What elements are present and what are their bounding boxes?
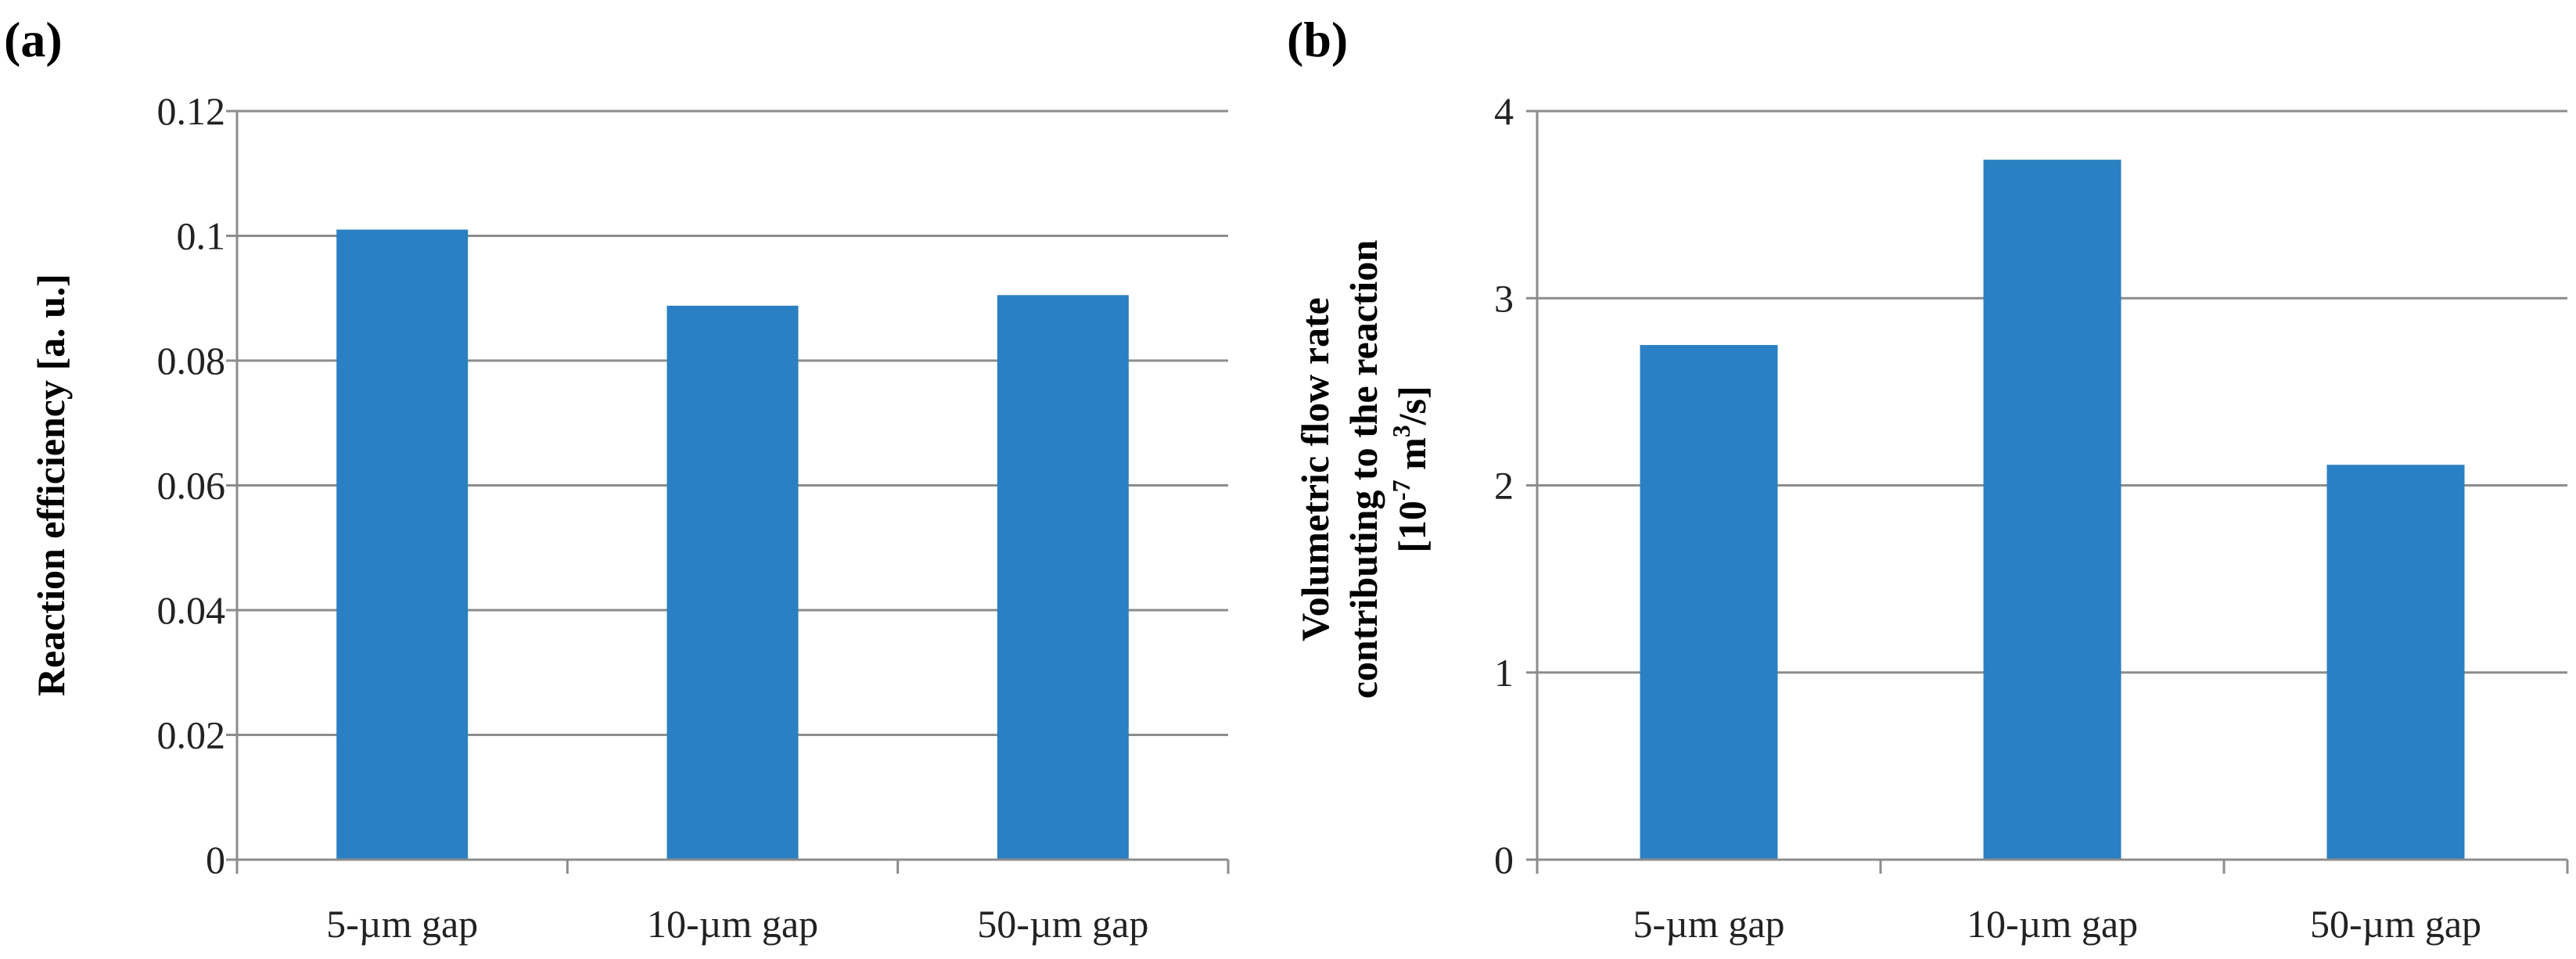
unit-part-2: m xyxy=(1390,437,1434,480)
bar-2 xyxy=(666,305,799,860)
y-tick-labels-b: 0 1 2 3 4 xyxy=(1494,89,1514,882)
x-tick-marks-a xyxy=(235,860,1230,874)
y-axis-label-b-line1: Volumetric flow rate xyxy=(1293,297,1337,641)
category-label: 5-µm gap xyxy=(326,902,478,946)
y-tick-label: 0.02 xyxy=(157,713,226,757)
bar-1 xyxy=(336,229,469,860)
y-axis-label-b-line3: [10-7 m3/s] xyxy=(1387,386,1434,552)
y-axis-label-a: Reaction efficiency [a. u.] xyxy=(29,274,73,696)
y-axis-label-b: Volumetric flow rate contributing to the… xyxy=(1293,240,1434,699)
chart-b: (b) 0 1 2 3 4 5-µm gap 10-µm gap 50-µm gap Vol… xyxy=(1287,12,2569,946)
category-label: 50-µm gap xyxy=(977,902,1148,946)
category-label: 10-µm gap xyxy=(1967,902,2138,946)
bars-b xyxy=(1640,160,2465,860)
x-tick-marks-b xyxy=(1536,860,2569,874)
bar-1 xyxy=(1640,345,1778,860)
y-tick-label: 0.06 xyxy=(157,464,226,508)
x-tick-labels-a: 5-µm gap 10-µm gap 50-µm gap xyxy=(326,902,1148,946)
bar-3 xyxy=(2326,465,2465,860)
y-tick-label: 0.12 xyxy=(157,89,226,133)
y-tick-label: 3 xyxy=(1494,276,1514,320)
y-tick-label: 0 xyxy=(206,838,225,882)
y-tick-label: 0.04 xyxy=(157,588,226,632)
panel-label-b: (b) xyxy=(1287,12,1348,67)
category-label: 10-µm gap xyxy=(647,902,818,946)
y-tick-labels-a: 0 0.02 0.04 0.06 0.08 0.1 0.12 xyxy=(157,89,226,882)
y-tick-label: 0.08 xyxy=(157,339,226,383)
y-axis-label-b-line2: contributing to the reaction xyxy=(1342,240,1385,699)
y-tick-label: 4 xyxy=(1494,89,1514,133)
y-tick-label: 2 xyxy=(1494,464,1514,508)
y-tick-label: 0.1 xyxy=(177,214,226,258)
unit-exp-1: -7 xyxy=(1387,480,1415,501)
x-tick-labels-b: 5-µm gap 10-µm gap 50-µm gap xyxy=(1633,902,2481,946)
bar-3 xyxy=(997,295,1129,860)
panel-label-a: (a) xyxy=(4,12,63,67)
unit-exp-2: 3 xyxy=(1387,425,1415,437)
category-label: 5-µm gap xyxy=(1633,902,1784,946)
y-tick-label: 1 xyxy=(1494,651,1514,695)
chart-a: (a) 0 0.02 0.04 0.06 0.08 0.1 0.12 5-µm gap 10-… xyxy=(4,12,1230,946)
bar-2 xyxy=(1983,160,2122,860)
category-label: 50-µm gap xyxy=(2310,902,2481,946)
y-tick-label: 0 xyxy=(1494,838,1514,882)
unit-part-3: /s] xyxy=(1390,386,1434,426)
unit-part-1: [10 xyxy=(1390,501,1434,553)
bars-a xyxy=(336,229,1129,860)
